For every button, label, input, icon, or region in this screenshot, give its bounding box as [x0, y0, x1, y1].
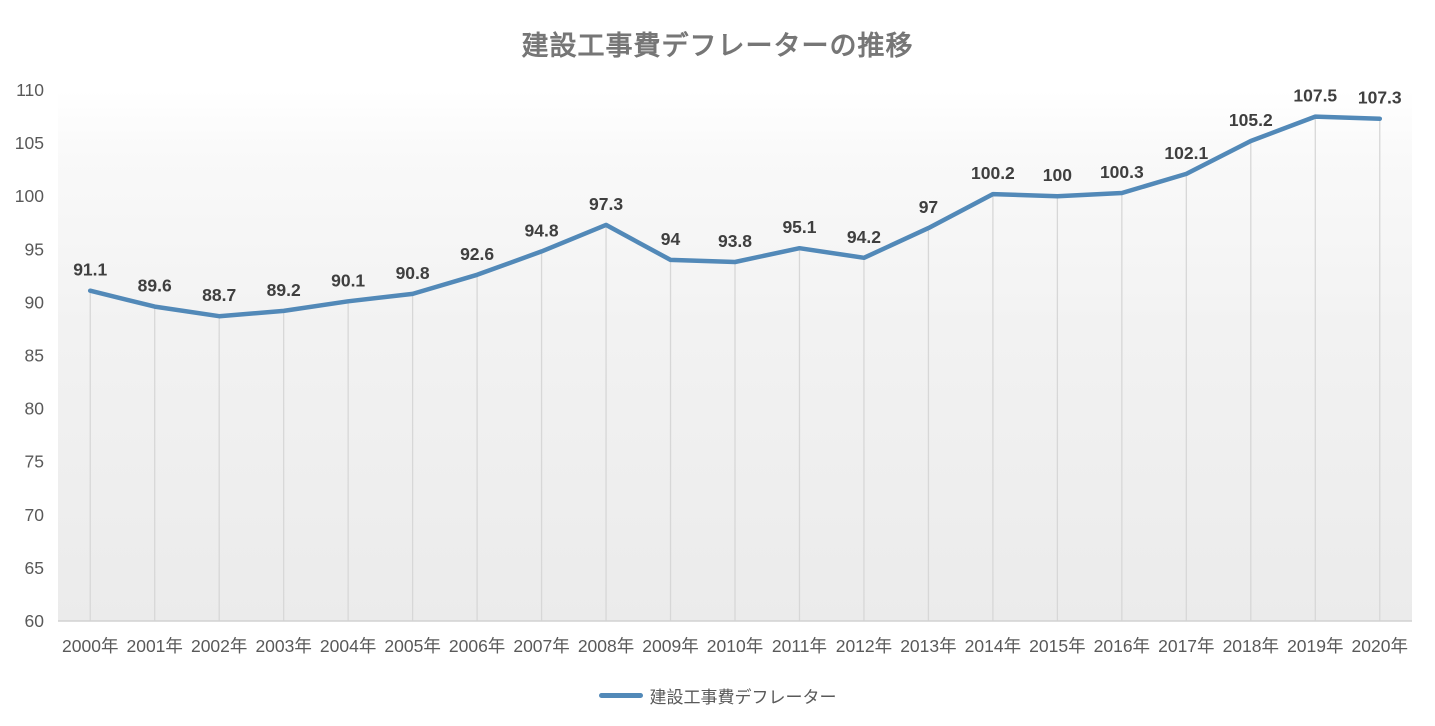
data-label: 90.1 [331, 270, 365, 290]
x-axis-tick-label: 2009年 [642, 636, 698, 656]
x-axis-tick-label: 2012年 [836, 636, 892, 656]
y-axis-tick-label: 100 [15, 186, 44, 206]
y-axis-tick-label: 85 [25, 346, 44, 366]
y-axis-tick-label: 95 [25, 239, 44, 259]
x-axis-tick-label: 2000年 [62, 636, 118, 656]
x-axis-tick-label: 2016年 [1094, 636, 1150, 656]
data-label: 105.2 [1229, 110, 1273, 130]
y-axis-tick-label: 60 [25, 611, 45, 631]
series-line [87, 114, 1383, 319]
x-axis-tick-label: 2019年 [1287, 636, 1343, 656]
data-label: 107.5 [1293, 86, 1337, 106]
x-axis-tick-label: 2008年 [578, 636, 634, 656]
legend-label: 建設工事費デフレーター [649, 687, 837, 707]
x-axis-tick-label: 2003年 [255, 636, 311, 656]
x-axis-tick-label: 2015年 [1029, 636, 1085, 656]
y-axis-tick-label: 75 [25, 452, 44, 472]
x-axis-tick-label: 2001年 [126, 636, 182, 656]
y-axis-tick-label: 105 [15, 133, 44, 153]
data-label: 93.8 [718, 231, 752, 251]
x-axis-tick-label: 2007年 [513, 636, 569, 656]
data-label: 100.3 [1100, 162, 1144, 182]
x-axis-tick-label: 2011年 [772, 636, 827, 656]
data-label: 89.2 [267, 280, 301, 300]
data-label: 90.8 [396, 263, 430, 283]
y-axis-tick-label: 70 [25, 505, 45, 525]
x-axis-tick-label: 2005年 [384, 636, 440, 656]
data-label: 94 [661, 229, 681, 249]
x-axis-tick-label: 2013年 [900, 636, 956, 656]
x-axis-tick-label: 2020年 [1352, 636, 1408, 656]
data-label: 95.1 [782, 217, 816, 237]
x-axis-tick-label: 2018年 [1223, 636, 1279, 656]
data-label: 97 [919, 197, 938, 217]
y-axis-tick-label: 65 [25, 558, 44, 578]
data-label: 94.2 [847, 227, 881, 247]
x-axis-tick-label: 2010年 [707, 636, 763, 656]
x-axis-tick-label: 2004年 [320, 636, 376, 656]
y-axis-tick-label: 80 [25, 399, 45, 419]
data-label: 94.8 [525, 220, 559, 240]
x-axis-tick-label: 2017年 [1158, 636, 1214, 656]
y-axis-tick-label: 110 [16, 80, 44, 100]
data-label: 92.6 [460, 244, 494, 264]
x-axis-tick-label: 2006年 [449, 636, 505, 656]
legend-line-swatch [598, 692, 643, 698]
data-label: 97.3 [589, 194, 623, 214]
x-axis-tick-label: 2014年 [965, 636, 1021, 656]
chart-title: 建設工事費デフレーターの推移 [521, 31, 914, 61]
data-label: 88.7 [202, 285, 236, 305]
data-label: 89.6 [138, 276, 172, 296]
data-label: 102.1 [1164, 143, 1208, 163]
y-axis-tick-label: 90 [25, 292, 45, 312]
x-axis-tick-label: 2002年 [191, 636, 247, 656]
data-label: 100.2 [971, 163, 1015, 183]
data-label: 100 [1043, 165, 1072, 185]
legend: 建設工事費デフレーター [0, 683, 1435, 707]
data-label: 91.1 [73, 260, 107, 280]
data-label: 107.3 [1358, 88, 1402, 108]
